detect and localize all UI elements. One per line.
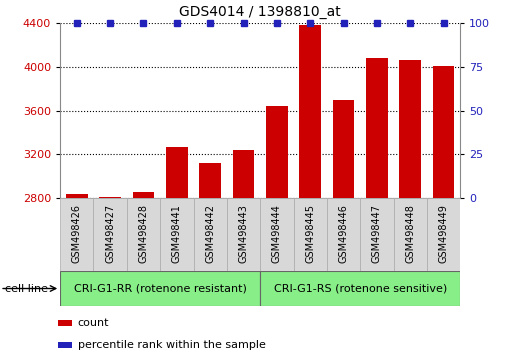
Bar (366, 57, 388, 198)
Text: GSM498442: GSM498442 (205, 204, 215, 263)
Bar (194, 198, 227, 271)
Bar (427, 198, 460, 271)
Bar (433, 66, 454, 198)
Text: GSM498449: GSM498449 (439, 204, 449, 263)
Bar (166, 147, 188, 198)
Text: CRI-G1-RS (rotenone sensitive): CRI-G1-RS (rotenone sensitive) (274, 284, 447, 293)
Text: GSM498427: GSM498427 (105, 204, 115, 263)
Bar (227, 198, 260, 271)
Text: cell line: cell line (5, 284, 48, 293)
Text: GSM498448: GSM498448 (405, 204, 415, 263)
Text: CRI-G1-RR (rotenone resistant): CRI-G1-RR (rotenone resistant) (74, 284, 247, 293)
Text: GSM498428: GSM498428 (139, 204, 149, 263)
Bar (99, 197, 121, 198)
Text: GSM498426: GSM498426 (72, 204, 82, 263)
Bar (233, 149, 254, 198)
Bar (60, 271, 260, 306)
Bar (160, 198, 194, 271)
Text: GSM498444: GSM498444 (272, 204, 282, 263)
Text: GSM498447: GSM498447 (372, 204, 382, 263)
Bar (66, 194, 88, 198)
Bar (260, 271, 460, 306)
Bar (199, 163, 221, 198)
Title: GDS4014 / 1398810_at: GDS4014 / 1398810_at (179, 5, 341, 19)
Bar (293, 198, 327, 271)
Bar (127, 198, 160, 271)
Bar (400, 60, 421, 198)
Bar (58, 342, 72, 348)
Bar (333, 100, 355, 198)
Text: GSM498443: GSM498443 (238, 204, 248, 263)
Bar (394, 198, 427, 271)
Bar (260, 198, 293, 271)
Text: count: count (77, 318, 109, 329)
Bar (58, 320, 72, 326)
Bar (266, 106, 288, 198)
Bar (299, 25, 321, 198)
Text: GSM498441: GSM498441 (172, 204, 182, 263)
Bar (327, 198, 360, 271)
Text: percentile rank within the sample: percentile rank within the sample (77, 341, 266, 350)
Bar (94, 198, 127, 271)
Bar (133, 192, 154, 198)
Bar (60, 198, 94, 271)
Bar (360, 198, 393, 271)
Text: GSM498445: GSM498445 (305, 204, 315, 263)
Text: GSM498446: GSM498446 (338, 204, 348, 263)
